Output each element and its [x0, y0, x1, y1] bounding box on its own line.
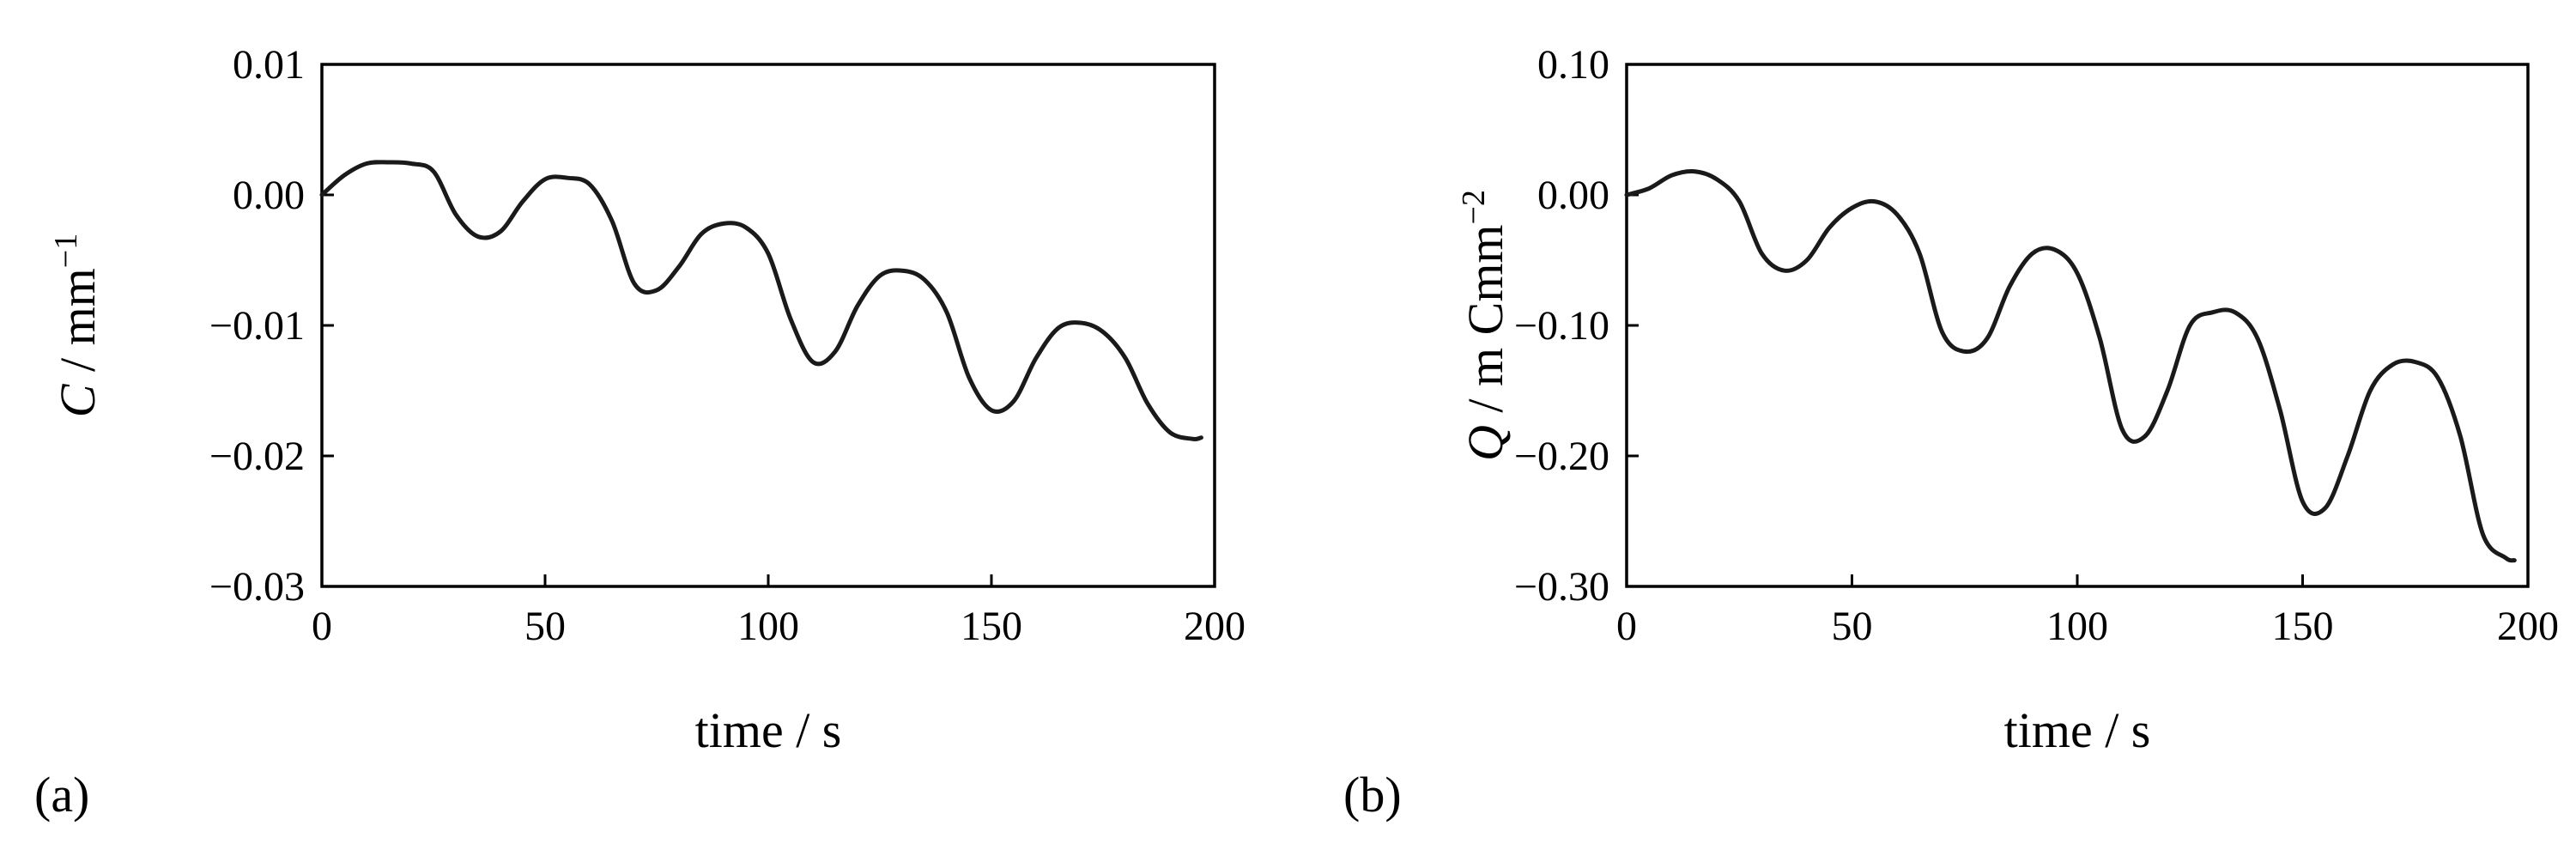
y-axis-unit-a: / mm [50, 268, 106, 384]
panel-label-b: (b) [1343, 767, 1402, 823]
x-tick-label: 50 [1832, 604, 1873, 649]
y-axis-unit-exp-b: −2 [1456, 190, 1492, 224]
y-tick-label: −0.10 [1514, 303, 1609, 349]
y-axis-label-b: Q / m Cmm−2 [1456, 190, 1513, 461]
y-tick-label: 0.00 [233, 173, 305, 218]
y-axis-symbol-b: Q [1458, 425, 1513, 461]
y-tick-label: 0.10 [1537, 42, 1609, 88]
x-tick-label: 150 [961, 604, 1022, 649]
x-axis-label-a: time / s [695, 702, 842, 758]
y-tick-label: 0.00 [1537, 173, 1609, 218]
y-tick-label: −0.02 [209, 434, 305, 479]
x-ticks-a: 0 50 100 150 200 [312, 574, 1246, 649]
x-tick-label: 100 [2046, 604, 2108, 649]
y-axis-unit-b: / m Cmm [1458, 224, 1513, 425]
plot-frame-a [320, 63, 1216, 588]
panel-b: 0 50 100 150 200 0.10 0.00 −0.10 −0.20 −0.30 tim… [1343, 42, 2559, 823]
panel-a: 0 50 100 150 200 0.01 0.00 −0.01 −0.02 −0.03 tim… [34, 42, 1246, 823]
y-tick-label: −0.30 [1514, 564, 1609, 610]
x-tick-label: 0 [1616, 604, 1637, 649]
y-tick-label: 0.01 [233, 42, 305, 88]
x-tick-label: 0 [312, 604, 332, 649]
y-tick-label: −0.20 [1514, 434, 1609, 479]
y-tick-label: −0.03 [209, 564, 305, 610]
panel-label-a: (a) [34, 767, 89, 823]
y-ticks-a: 0.01 0.00 −0.01 −0.02 −0.03 [209, 42, 334, 610]
x-tick-label: 200 [2497, 604, 2559, 649]
y-axis-unit-exp-a: −1 [48, 234, 84, 268]
y-tick-label: −0.01 [209, 303, 305, 349]
series-line-a [319, 160, 1203, 441]
plot-frame-b [1625, 63, 2530, 588]
y-axis-symbol-a: C [50, 383, 106, 417]
x-tick-label: 150 [2272, 604, 2334, 649]
x-tick-label: 100 [737, 604, 799, 649]
y-ticks-b: 0.10 0.00 −0.10 −0.20 −0.30 [1514, 42, 1639, 610]
x-axis-label-b: time / s [2004, 702, 2151, 758]
x-ticks-b: 0 50 100 150 200 [1616, 574, 2559, 649]
x-tick-label: 200 [1184, 604, 1246, 649]
x-tick-label: 50 [524, 604, 566, 649]
series-line-b [1624, 168, 2517, 563]
y-axis-label-a: C / mm−1 [48, 234, 106, 417]
